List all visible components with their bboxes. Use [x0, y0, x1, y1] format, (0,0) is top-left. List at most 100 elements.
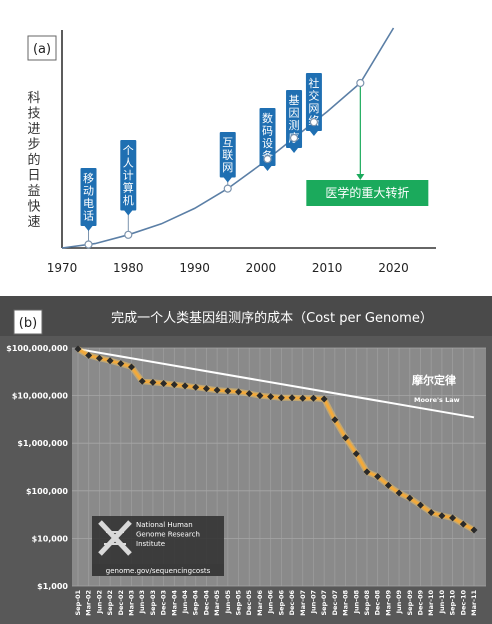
x-tick-label-b: Dec-07	[331, 590, 339, 615]
panel-label-box-b	[13, 309, 43, 335]
x-tick-label-b: Jun-07	[309, 590, 317, 614]
cost-data-point	[160, 379, 168, 387]
cost-data-point	[427, 509, 435, 517]
cost-data-point	[331, 416, 339, 424]
x-tick-label-b: Dec-06	[288, 590, 296, 616]
x-tick-label-b: Sep-01	[74, 590, 82, 616]
milestone-5: 社交网络	[305, 73, 322, 136]
logo-url-band	[92, 564, 224, 576]
milestone-box	[286, 90, 303, 148]
milestone-label-char: 社	[308, 76, 319, 90]
x-tick-label-b: Mar-11	[470, 590, 478, 616]
milestone-3: 数码设备	[259, 108, 276, 171]
milestone-point	[124, 230, 133, 239]
y-axis-label-char: 步	[27, 138, 40, 153]
x-tick-label-b: Dec-03	[160, 590, 168, 615]
x-tick-label-b: Jun-09	[395, 590, 403, 615]
cost-data-point	[309, 394, 317, 402]
x-tick-label-b: Mar-05	[213, 590, 221, 616]
logo-name-line: Institute	[136, 540, 165, 548]
cost-data-point	[74, 345, 82, 353]
x-tick-label-b: Mar-06	[256, 590, 264, 616]
milestone-label-char: 设	[262, 137, 273, 150]
cost-data-point	[416, 501, 424, 509]
x-tick-label-b: Mar-02	[85, 590, 93, 616]
moores-law-label-cn: 摩尔定律	[412, 373, 456, 387]
milestone-pointer	[309, 131, 318, 136]
helix-rung	[104, 531, 126, 545]
cost-data-point	[352, 450, 360, 458]
x-tick-label-b: Mar-10	[427, 590, 435, 616]
cost-data-point	[438, 512, 446, 520]
x-tick-label-b: Mar-04	[170, 590, 178, 616]
cost-data-point	[288, 394, 296, 402]
milestone-box	[259, 108, 276, 166]
chart-b-title: 完成一个人类基因组测序的成本（Cost per Genome）	[111, 310, 433, 326]
milestone-label-char: 计	[123, 169, 134, 182]
milestone-box	[305, 73, 322, 131]
milestone-label: 数码设备	[262, 112, 273, 163]
cost-data-point	[374, 472, 382, 480]
cost-data-point	[170, 381, 178, 389]
cost-data-point	[85, 351, 93, 359]
x-tick-label-b: Sep-09	[406, 590, 414, 616]
cost-data-point	[395, 489, 403, 497]
x-tick-label-b: Sep-05	[235, 590, 243, 616]
x-tick-label-b: Dec-02	[117, 590, 125, 615]
cost-data-point	[459, 520, 467, 528]
y-tick-label-b: $1,000	[37, 582, 68, 591]
x-tick-label-b: Jun-02	[95, 590, 103, 614]
milestone-point	[309, 118, 319, 127]
y-tick-label-b: $1,000,000	[17, 439, 68, 448]
milestone-4: 基因测序	[286, 90, 303, 153]
milestone-label-char: 算	[123, 181, 134, 195]
chart-b: (b) 完成一个人类基因组测序的成本（Cost per Genome） $1,000…	[0, 296, 492, 624]
cost-data-point	[181, 382, 189, 390]
milestone-pointer	[124, 210, 133, 216]
x-tick-label-b: Mar-07	[299, 590, 307, 616]
cost-data-point	[192, 383, 200, 391]
helix-strand	[98, 520, 132, 556]
milestone-label-char: 机	[123, 193, 134, 207]
cost-data-point	[245, 390, 253, 398]
cost-data-point	[95, 354, 103, 362]
x-tick-label-b: Sep-03	[149, 590, 157, 616]
milestone-label-char: 电	[83, 197, 94, 210]
y-axis-label-char: 进	[27, 122, 40, 137]
milestone-label-char: 网	[222, 161, 233, 174]
y-axis-label-char: 技	[27, 107, 40, 122]
milestone-6: 医学的重大转折	[306, 78, 429, 206]
milestone-label-char: 数	[262, 112, 273, 125]
x-tick-label-b: Sep-04	[192, 590, 200, 616]
x-tick-label-b: Sep-06	[277, 590, 285, 616]
milestone-label-char: 因	[289, 107, 300, 120]
x-tick-label-b: Sep-08	[363, 590, 371, 616]
milestone-label-char: 互	[222, 136, 233, 149]
x-tick-label-b: Jun-05	[224, 590, 232, 615]
y-tick-label-b: $10,000,000	[12, 392, 69, 401]
milestone-2: 互联网	[219, 132, 236, 193]
cost-data-point	[106, 357, 114, 365]
y-axis-label-char: 速	[27, 215, 40, 230]
milestone-point	[223, 184, 232, 193]
panel-label-b: (b)	[19, 316, 37, 331]
milestone-box	[120, 140, 137, 211]
milestone-label-char: 动	[83, 185, 94, 198]
x-tick-label-a: 1980	[113, 261, 144, 275]
cost-data-point	[342, 434, 350, 442]
x-tick-label-b: Jun-03	[138, 590, 146, 614]
chart-b-title-band	[0, 296, 492, 336]
cost-data-point	[363, 468, 371, 476]
milestone-box	[80, 168, 97, 226]
milestone-point	[263, 155, 272, 164]
x-tick-label-a: 1990	[179, 261, 210, 275]
moores-law-label-en: Moore's Law	[414, 396, 460, 404]
logo-name-line: Genome Research	[136, 531, 200, 539]
milestone-point	[289, 133, 299, 143]
milestone-point	[84, 240, 93, 249]
cost-data-point	[267, 393, 275, 401]
